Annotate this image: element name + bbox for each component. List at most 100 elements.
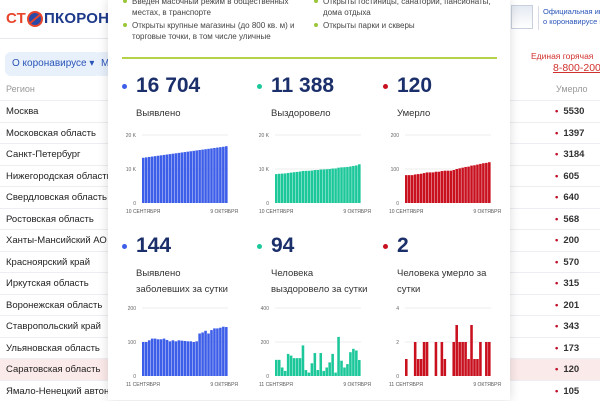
bar — [479, 342, 482, 376]
bar — [458, 342, 461, 376]
region-name: Красноярский край — [6, 257, 110, 268]
bar — [358, 360, 361, 376]
bar — [284, 173, 287, 203]
y-tick-label: 20 K — [126, 133, 137, 139]
bar — [160, 155, 163, 203]
bar — [148, 157, 151, 203]
bar — [423, 342, 426, 376]
bar — [447, 171, 450, 203]
bar — [225, 146, 228, 203]
x-tick-label: 9 ОКТЯБРЯ — [473, 382, 501, 388]
bar — [296, 172, 299, 203]
bar — [278, 360, 281, 376]
bar — [467, 359, 470, 376]
bar — [325, 368, 328, 377]
bar — [163, 339, 166, 376]
bar — [340, 167, 343, 203]
bar — [319, 170, 322, 203]
bar — [175, 153, 178, 203]
bar — [198, 334, 201, 377]
bar — [225, 327, 228, 376]
bar — [408, 175, 411, 203]
bar — [476, 359, 479, 376]
bar — [210, 148, 213, 203]
bar — [281, 174, 284, 203]
bar — [207, 149, 210, 203]
bar — [349, 352, 352, 376]
bar — [317, 370, 320, 376]
region-name: Воронежская область — [6, 300, 110, 311]
bar — [444, 171, 447, 203]
bar — [473, 165, 476, 203]
bar — [178, 153, 181, 203]
region-name: Москва — [6, 106, 110, 117]
bar — [189, 341, 192, 376]
bar — [151, 157, 154, 203]
bar — [405, 359, 408, 376]
bar — [184, 152, 187, 203]
official-info-text: Официальная инфоо коронавирусе в Р — [543, 7, 600, 27]
bar — [222, 327, 225, 376]
nav-about-coronavirus[interactable]: О коронавирусе ▾ — [5, 52, 101, 76]
bar — [305, 370, 308, 376]
column-header-region: Регион — [6, 84, 35, 94]
bar — [275, 174, 278, 203]
bar — [322, 371, 325, 376]
bar — [290, 173, 293, 203]
bar — [311, 363, 314, 376]
bar — [464, 167, 467, 203]
bar — [305, 171, 308, 203]
bar — [355, 351, 358, 377]
bar — [358, 164, 361, 203]
bar — [302, 171, 305, 203]
hotline-number[interactable]: 8-800-2000 — [553, 62, 600, 74]
bar — [426, 172, 429, 203]
bar — [314, 170, 317, 203]
bar — [163, 155, 166, 203]
region-name: Ульяновская область — [6, 343, 110, 354]
bar — [201, 332, 204, 376]
bar — [455, 325, 458, 376]
bar — [169, 341, 172, 376]
bar — [142, 342, 145, 376]
bar — [204, 331, 207, 376]
bar — [287, 173, 290, 203]
bar — [473, 359, 476, 376]
bar — [302, 345, 305, 376]
x-tick-label: 10 СЕНТЯБРЯ — [389, 209, 424, 215]
bar — [355, 165, 358, 203]
bar — [192, 151, 195, 203]
dead-count: 1397 — [555, 128, 584, 139]
bar — [420, 359, 423, 376]
x-tick-label: 10 СЕНТЯБРЯ — [259, 209, 294, 215]
bar — [352, 349, 355, 376]
dead-count: 105 — [555, 386, 579, 397]
bar — [201, 150, 204, 203]
dead-count: 640 — [555, 192, 579, 203]
bar — [482, 163, 485, 203]
region-name: Свердловская область — [6, 192, 110, 203]
dead-count: 343 — [555, 321, 579, 332]
bar — [432, 172, 435, 203]
bar — [186, 341, 189, 376]
bar — [189, 151, 192, 203]
region-stats-panel: Введен масочный режим в общественных мес… — [108, 0, 510, 400]
region-name: Саратовская область — [6, 364, 110, 375]
column-header-dead: Умерло — [556, 84, 588, 94]
bar — [343, 167, 346, 203]
y-tick-label: 10 K — [259, 167, 270, 173]
bar — [485, 342, 488, 376]
bar — [219, 328, 222, 376]
bar — [343, 368, 346, 377]
bar — [154, 156, 157, 203]
bar — [331, 169, 334, 203]
bar — [325, 169, 328, 203]
bar — [311, 171, 314, 203]
bar — [467, 167, 470, 203]
y-tick-label: 100 — [128, 340, 137, 346]
x-tick-label: 9 ОКТЯБРЯ — [473, 209, 501, 215]
bar — [328, 362, 331, 376]
bar — [169, 154, 172, 203]
bar — [145, 342, 148, 376]
